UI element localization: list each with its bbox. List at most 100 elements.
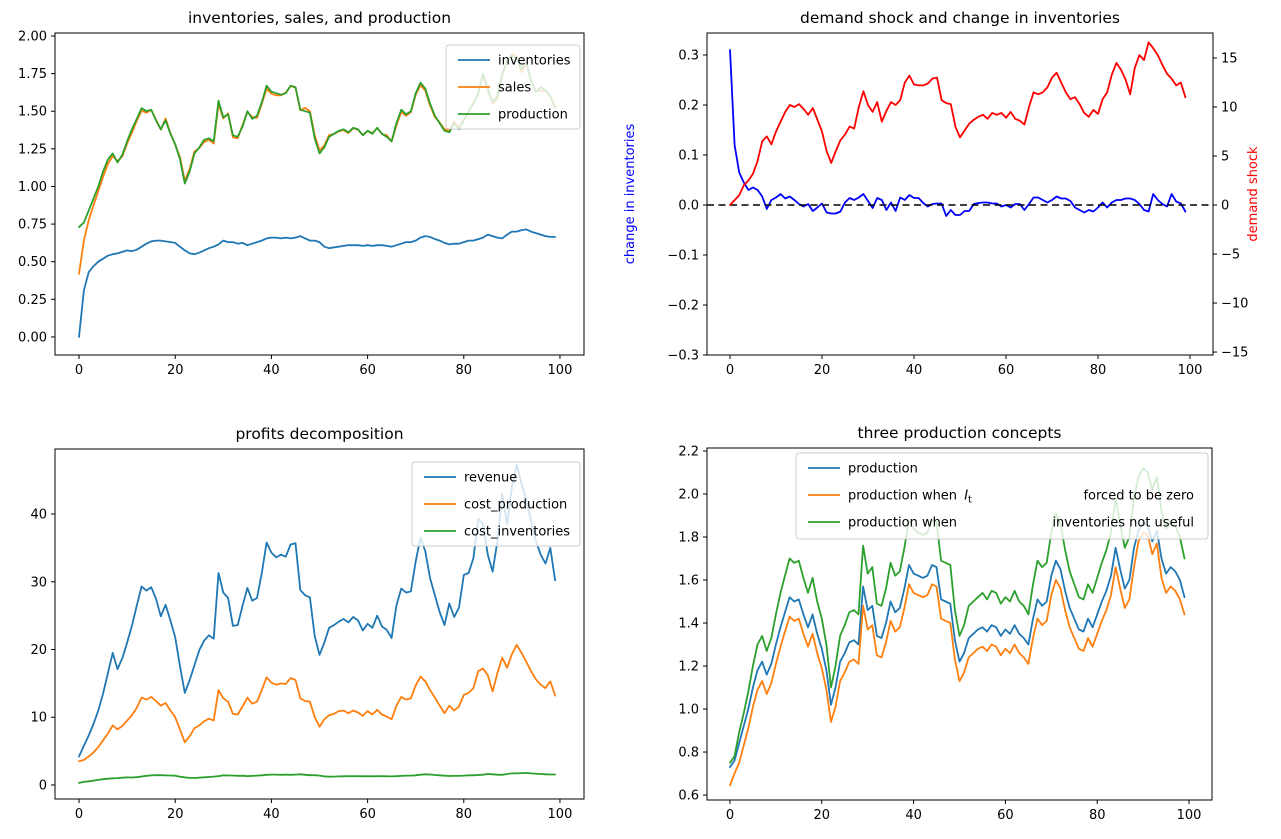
y-tick-label: 40 xyxy=(30,508,47,523)
x-tick-label: 20 xyxy=(814,363,831,378)
ylabel-left: change in inventories xyxy=(623,124,638,265)
subplot-title: profits decomposition xyxy=(235,425,403,443)
x-tick-label: 0 xyxy=(726,808,734,823)
y-tick-label: 0.1 xyxy=(678,149,699,164)
y-tick-label: 1.2 xyxy=(678,660,699,675)
y-tick-label: 20 xyxy=(30,643,47,658)
x-axis-ticks: 0 20 40 60 80 100 xyxy=(726,355,1203,378)
x-tick-label: 80 xyxy=(455,807,472,822)
x-tick-label: 60 xyxy=(997,808,1014,823)
y-tick-label: 1.6 xyxy=(678,574,699,589)
x-tick-label: 0 xyxy=(75,363,83,378)
y-axis-ticks-left: 0 10 20 30 40 xyxy=(30,508,55,793)
y-tick-label: 0.0 xyxy=(678,199,699,214)
axes-frame xyxy=(706,447,1213,801)
legend-label-right: forced to be zero xyxy=(1083,489,1194,504)
y-tick-label-right: −5 xyxy=(1221,248,1240,263)
legend-label: production when xyxy=(848,516,957,531)
y-tick-label: 0.2 xyxy=(678,99,699,114)
line-cost-production xyxy=(78,643,556,763)
x-tick-label: 80 xyxy=(1090,363,1107,378)
x-tick-label: 60 xyxy=(359,807,376,822)
subplot-title: demand shock and change in inventories xyxy=(800,9,1120,27)
y-tick-label: 0.50 xyxy=(18,255,47,270)
y-tick-label: 0 xyxy=(39,778,47,793)
x-tick-label: 80 xyxy=(455,363,472,378)
y-tick-label-right: 15 xyxy=(1221,51,1238,66)
y-axis-ticks-right: −15 −10 −5 0 5 10 15 xyxy=(1213,51,1248,361)
y-tick-label: −0.3 xyxy=(667,349,699,364)
x-tick-label: 40 xyxy=(905,808,922,823)
legend-label: cost_inventories xyxy=(464,525,570,540)
y-tick-label: 1.0 xyxy=(678,703,699,718)
subplot-inventories-sales-production: 0 20 40 60 80 100 0.00 0.25 0.50 0.75 1.00 1.25 1.50… xyxy=(18,9,585,378)
y-tick-label: −0.1 xyxy=(667,249,699,264)
x-axis-ticks: 0 20 40 60 80 100 xyxy=(75,799,572,822)
legend-label: revenue xyxy=(464,471,517,486)
y-axis-ticks-left: 0.00 0.25 0.50 0.75 1.00 1.25 1.50 1.75 2.00 xyxy=(18,30,55,345)
legend-label: production xyxy=(498,108,568,123)
y-tick-label: 0.6 xyxy=(678,789,699,804)
line-production-when-inventories-not-useful xyxy=(729,467,1186,764)
y-tick-label: 1.50 xyxy=(18,105,47,120)
legend-label: cost_production xyxy=(464,498,567,513)
ylabel-right: demand shock xyxy=(1246,146,1261,242)
y-tick-label: 2.0 xyxy=(678,488,699,503)
subplot-demand-shock-change-inventories: 0 20 40 60 80 100−0.3−0.2−0.10.00.10.20.3−15−… xyxy=(623,9,1261,378)
axes-frame xyxy=(54,448,585,800)
legend-label-right: inventories not useful xyxy=(1052,516,1194,531)
x-tick-label: 100 xyxy=(1178,363,1203,378)
legend-box: revenue cost_production cost_inventories xyxy=(411,461,581,547)
legend-label: production when It xyxy=(848,489,972,506)
x-tick-label: 60 xyxy=(359,363,376,378)
y-tick-label-right: 10 xyxy=(1221,101,1238,116)
x-tick-label: 20 xyxy=(813,808,830,823)
x-axis-ticks: 0 20 40 60 80 100 xyxy=(75,355,572,378)
y-tick-label-right: 5 xyxy=(1221,150,1229,165)
subplot-profits-decomposition: 0 20 40 60 80 100 0 10 20 30 40 profits decompositi… xyxy=(30,425,585,822)
y-tick-label-right: 0 xyxy=(1221,199,1229,214)
y-tick-label: 30 xyxy=(30,575,47,590)
subplot-title: three production concepts xyxy=(858,424,1062,442)
y-tick-label: 1.75 xyxy=(18,67,47,82)
y-tick-label: 0.00 xyxy=(18,330,47,345)
axes-frame xyxy=(706,32,1214,356)
line-production xyxy=(729,521,1186,768)
y-tick-label-right: −15 xyxy=(1221,346,1248,361)
x-tick-label: 0 xyxy=(726,363,734,378)
line-inventories xyxy=(78,228,556,338)
x-tick-label: 20 xyxy=(167,363,184,378)
legend-label: sales xyxy=(498,81,531,96)
x-tick-label: 0 xyxy=(75,807,83,822)
axes-frame xyxy=(54,32,585,356)
y-tick-label: 1.25 xyxy=(18,142,47,157)
x-tick-label: 40 xyxy=(263,807,280,822)
x-tick-label: 60 xyxy=(998,363,1015,378)
y-tick-label: 0.75 xyxy=(18,218,47,233)
x-tick-label: 20 xyxy=(167,807,184,822)
x-tick-label: 100 xyxy=(548,363,573,378)
x-tick-label: 100 xyxy=(548,807,573,822)
y-tick-label: 2.00 xyxy=(18,30,47,45)
subplot-three-production-concepts: 0 20 40 60 80 100 0.6 0.8 1.0 1.2 1.4 1.6 1.8 2.0 2.2 t… xyxy=(678,424,1213,823)
legend-box: inventories sales production xyxy=(445,44,581,130)
line-demand-shock xyxy=(729,41,1187,206)
subplot-title: inventories, sales, and production xyxy=(188,9,451,27)
x-tick-label: 100 xyxy=(1177,808,1202,823)
y-tick-label: 0.3 xyxy=(678,49,699,64)
y-axis-ticks-left: 0.6 0.8 1.0 1.2 1.4 1.6 1.8 2.0 2.2 xyxy=(678,445,707,804)
legend-label: production xyxy=(848,462,918,477)
y-tick-label: 1.8 xyxy=(678,531,699,546)
y-tick-label: −0.2 xyxy=(667,299,699,314)
y-tick-label-right: −10 xyxy=(1221,297,1248,312)
y-tick-label: 2.2 xyxy=(678,445,699,460)
y-tick-label: 0.8 xyxy=(678,746,699,761)
y-axis-ticks-left: −0.3 −0.2 −0.1 0.0 0.1 0.2 0.3 xyxy=(667,49,707,364)
x-tick-label: 80 xyxy=(1089,808,1106,823)
line-production-when-i-t-forced-to-be-zero xyxy=(729,531,1186,787)
y-tick-label: 10 xyxy=(30,711,47,726)
y-tick-label: 0.25 xyxy=(18,293,47,308)
legend-box: production production when It forced to be… xyxy=(795,452,1209,540)
